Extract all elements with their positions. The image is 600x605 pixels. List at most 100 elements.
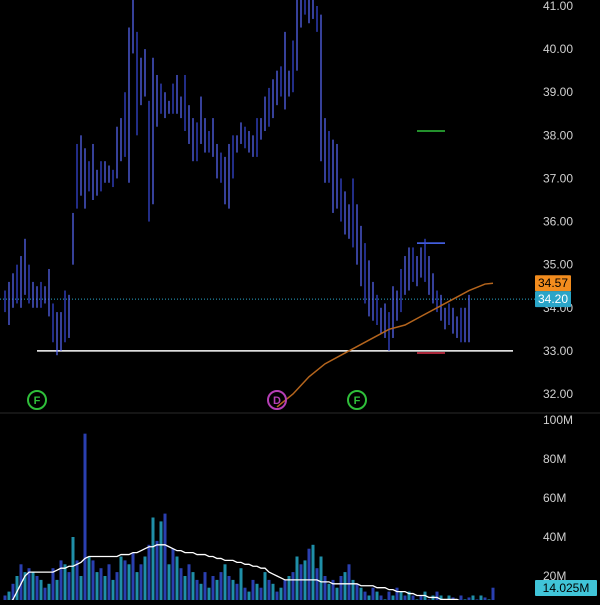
volume-bar (479, 595, 483, 600)
volume-bar (467, 597, 471, 600)
volume-bar (67, 572, 71, 600)
volume-bar (71, 537, 75, 600)
volume-bar (31, 572, 35, 600)
volume-bar (27, 568, 31, 600)
volume-bar (343, 572, 347, 600)
volume-bar (283, 579, 287, 600)
volume-axis-tick-label: 100M (543, 413, 573, 427)
volume-bar (247, 591, 251, 600)
volume-bar (263, 572, 267, 600)
volume-bar (255, 583, 259, 600)
dividend-marker[interactable] (267, 390, 287, 410)
volume-bar (127, 564, 131, 600)
volume-bar (215, 579, 219, 600)
volume-bar (471, 595, 475, 600)
volume-bar (19, 564, 23, 600)
volume-bar (239, 568, 243, 600)
volume-bar (387, 591, 391, 600)
volume-bar (251, 579, 255, 600)
volume-bar (103, 576, 107, 600)
volume-bar (23, 572, 27, 600)
volume-bar (299, 564, 303, 600)
volume-bar (359, 587, 363, 600)
volume-last-badge (535, 580, 597, 596)
financials-marker[interactable] (27, 390, 47, 410)
volume-bar (483, 597, 487, 600)
volume-bar (375, 591, 379, 600)
volume-bar (275, 591, 279, 600)
volume-bar (163, 513, 167, 600)
volume-bar (111, 579, 115, 600)
volume-bar (79, 576, 83, 600)
volume-bar (107, 564, 111, 600)
volume-bar (351, 579, 355, 600)
moving-average-badge (535, 275, 571, 292)
volume-bar (51, 568, 55, 600)
volume-bar (439, 595, 443, 600)
volume-bar (191, 572, 195, 600)
volume-bar (267, 579, 271, 600)
volume-bar (155, 540, 159, 600)
volume-bar (115, 572, 119, 600)
price-axis-tick-label: 40.00 (543, 42, 573, 56)
volume-bar (175, 556, 179, 600)
volume-bar (311, 544, 315, 600)
volume-bar (307, 548, 311, 600)
volume-bar (411, 595, 415, 600)
volume-bar (319, 556, 323, 600)
volume-bar (231, 579, 235, 600)
last-price-badge (535, 291, 571, 308)
volume-bar (143, 556, 147, 600)
volume-bar (55, 579, 59, 600)
volume-bar (151, 517, 155, 600)
volume-bar (95, 572, 99, 600)
financials-marker[interactable] (347, 390, 367, 410)
moving-average-line (276, 282, 494, 408)
volume-bar (119, 556, 123, 600)
volume-axis-tick-label: 80M (543, 452, 566, 466)
volume-bar (447, 595, 451, 600)
volume-bar (395, 587, 399, 600)
volume-bar (135, 572, 139, 600)
price-axis-tick-label: 37.00 (543, 171, 573, 185)
volume-bar (83, 433, 87, 600)
dividend-marker-label: D (273, 395, 281, 407)
volume-bar (123, 560, 127, 600)
volume-bar (91, 560, 95, 600)
volume-bar (211, 576, 215, 600)
volume-bar (339, 576, 343, 600)
volume-bar (223, 564, 227, 600)
volume-bar (243, 587, 247, 600)
volume-axis-tick-label: 60M (543, 491, 566, 505)
volume-bar (63, 564, 67, 600)
volume-bar (491, 587, 495, 600)
volume-bar (139, 564, 143, 600)
volume-bar (187, 564, 191, 600)
volume-bar (167, 564, 171, 600)
volume-bar (363, 591, 367, 600)
volume-bar (75, 560, 79, 600)
volume-bar (271, 583, 275, 600)
volume-bar (147, 544, 151, 600)
volume-axis-tick-label: 20M (543, 569, 566, 583)
volume-bar (171, 548, 175, 600)
volume-bar (259, 587, 263, 600)
volume-last-badge-text: 14.025M (543, 581, 590, 595)
price-axis-tick-label: 36.00 (543, 215, 573, 229)
volume-bar (3, 595, 7, 600)
price-axis-tick-label: 32.00 (543, 387, 573, 401)
volume-bar (331, 579, 335, 600)
volume-bar (459, 595, 463, 600)
volume-bar (391, 595, 395, 600)
volume-bar (47, 583, 51, 600)
volume-bar (203, 572, 207, 600)
price-axis-tick-label: 35.00 (543, 258, 573, 272)
volume-bar (207, 587, 211, 600)
volume-bar (219, 572, 223, 600)
volume-bar (367, 595, 371, 600)
volume-bar (315, 568, 319, 600)
volume-bar (403, 595, 407, 600)
volume-bar (279, 587, 283, 600)
